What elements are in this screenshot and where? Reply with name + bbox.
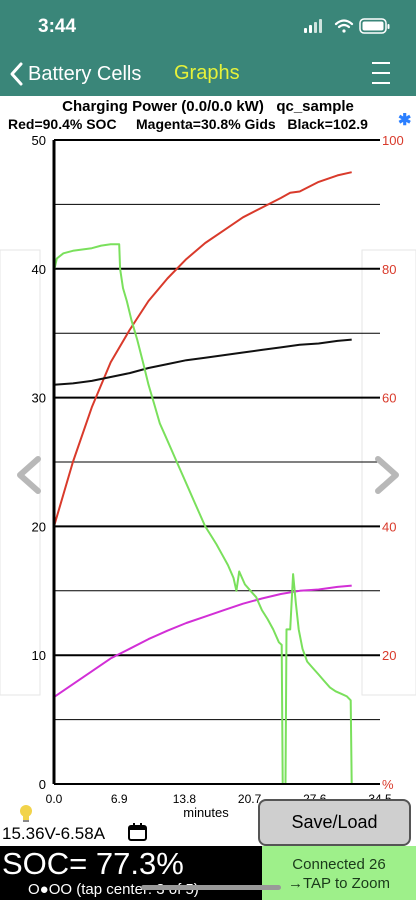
status-bar: 3:44 (0, 0, 416, 52)
soc-readout: SOC= 77.3% (2, 846, 184, 881)
menu-icon[interactable] (370, 60, 392, 86)
wifi-icon (334, 19, 354, 33)
lightbulb-icon[interactable] (18, 804, 34, 824)
back-label: Battery Cells (28, 62, 142, 85)
graphs-tab[interactable]: Graphs (174, 62, 240, 84)
battery-icon (359, 18, 390, 34)
home-indicator (141, 885, 281, 890)
connected-status: Connected 26 (292, 856, 386, 873)
chevron-left-arrow-icon[interactable] (10, 455, 46, 495)
chart-area[interactable] (0, 96, 416, 830)
status-time: 3:44 (38, 16, 77, 37)
calendar-icon[interactable] (128, 823, 147, 841)
save-load-button[interactable]: Save/Load (258, 799, 411, 846)
asterisk-icon[interactable]: ✱ (398, 112, 412, 129)
chart-subtitle: Red=90.4% SOC Magenta=30.8% Gids Black=1… (8, 116, 368, 132)
voltage-current-readout: 15.36V-6.58A (2, 824, 106, 843)
back-button[interactable]: Battery Cells (8, 58, 141, 90)
tap-to-zoom-label: →TAP to Zoom (288, 875, 390, 892)
chevron-right-arrow-icon[interactable] (370, 455, 406, 495)
chevron-left-icon (10, 62, 23, 86)
connected-zoom-button[interactable]: Connected 26 →TAP to Zoom (262, 846, 416, 900)
chart-title: Charging Power (0.0/0.0 kW) qc_sample (62, 98, 354, 115)
status-icons (304, 18, 390, 34)
signal-icon (304, 19, 322, 33)
navigation-bar: Battery Cells Graphs (0, 52, 416, 96)
soc-bar[interactable]: SOC= 77.3% O●OO (tap center: 3 of 5) (0, 846, 262, 900)
